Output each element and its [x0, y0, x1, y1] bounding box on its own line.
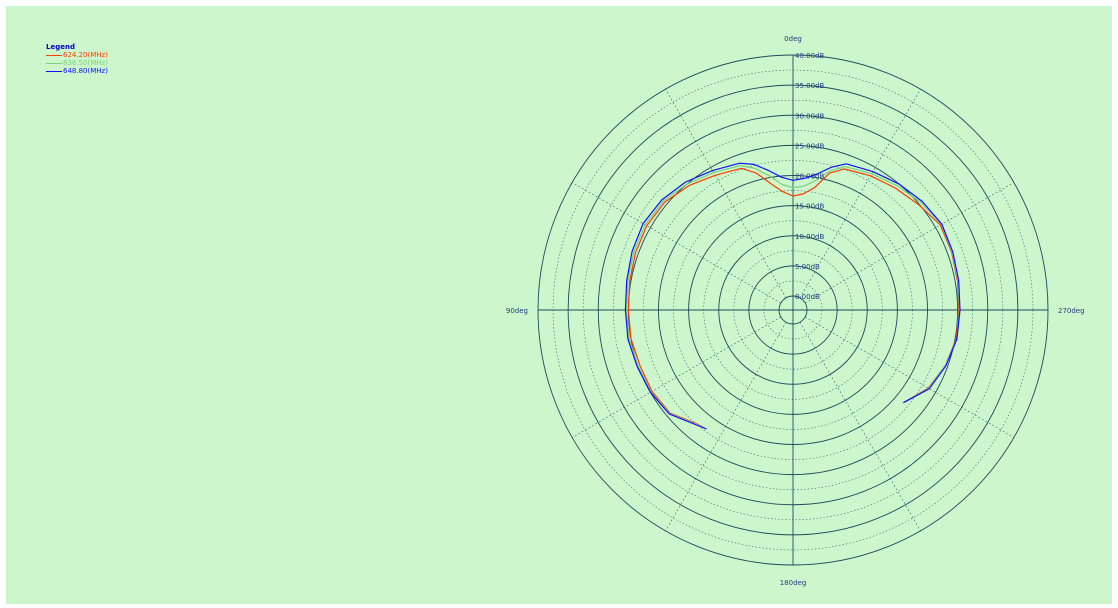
radial-tick-label: 30.00dB — [795, 112, 824, 120]
series-line — [624, 162, 961, 430]
legend-swatch — [46, 62, 62, 64]
radial-tick-label: 5.00dB — [795, 263, 820, 271]
radial-tick-label: 40.00dB — [795, 52, 824, 60]
legend-swatch — [46, 54, 62, 56]
angle-label: 180deg — [780, 579, 807, 587]
legend: Legend 624.20(MHz) 636.50(MHz) 648.80(MH… — [46, 43, 108, 75]
angle-label: 270deg — [1058, 307, 1085, 315]
radial-tick-label: 0.00dB — [795, 293, 820, 301]
series-line — [625, 164, 961, 430]
legend-label: 624.20(MHz) — [63, 51, 108, 59]
angle-labels: 0deg 90deg 180deg 270deg — [506, 35, 1085, 587]
polar-grid — [537, 54, 1049, 566]
angle-label: 90deg — [506, 307, 528, 315]
radial-tick-label: 20.00dB — [795, 173, 824, 181]
series-layer — [624, 162, 961, 430]
radial-tick-label: 15.00dB — [795, 203, 824, 211]
legend-label: 636.50(MHz) — [63, 59, 108, 67]
legend-label: 648.80(MHz) — [63, 67, 108, 75]
radial-tick-label: 35.00dB — [795, 82, 824, 90]
radial-ticks: 0.00dB 5.00dB 10.00dB 15.00dB 20.00dB 25.00dB… — [795, 52, 824, 301]
radial-tick-label: 10.00dB — [795, 233, 824, 241]
legend-entry: 648.80(MHz) — [46, 67, 108, 75]
legend-title: Legend — [46, 43, 75, 51]
legend-entry: 624.20(MHz) — [46, 51, 108, 59]
legend-swatch — [46, 70, 62, 72]
radial-tick-label: 25.00dB — [795, 142, 824, 150]
series-line — [627, 167, 960, 430]
angle-label: 0deg — [784, 35, 802, 43]
legend-entry: 636.50(MHz) — [46, 59, 108, 67]
